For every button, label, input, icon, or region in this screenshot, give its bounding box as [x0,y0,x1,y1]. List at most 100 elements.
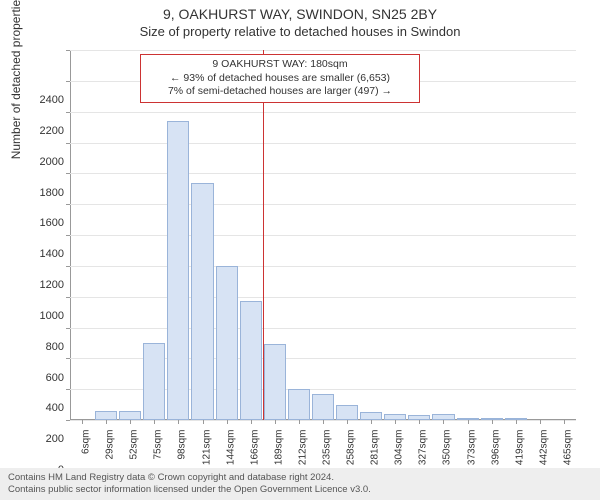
ytick-mark [66,50,70,51]
xtick-label: 396sqm [490,430,501,470]
attribution-footer: Contains HM Land Registry data © Crown c… [0,468,600,500]
xtick-label: 442sqm [538,430,549,470]
ytick-mark [66,389,70,390]
annotation-line1: 9 OAKHURST WAY: 180sqm [147,58,413,72]
histogram-bar [191,183,213,420]
gridline [70,204,576,205]
gridline [70,173,576,174]
xtick-label: 6sqm [81,430,92,470]
ytick-label: 1800 [40,187,64,199]
gridline [70,266,576,267]
ytick-label: 400 [46,402,64,414]
ytick-label: 200 [46,433,64,445]
xtick-label: 29sqm [105,430,116,470]
gridline [70,112,576,113]
xtick-label: 166sqm [249,430,260,470]
ytick-label: 800 [46,341,64,353]
ytick-mark [66,297,70,298]
histogram-bar [216,266,238,420]
xtick-label: 98sqm [177,430,188,470]
xtick-mark [564,420,565,424]
xtick-mark [419,420,420,424]
xtick-mark [178,420,179,424]
xtick-mark [443,420,444,424]
xtick-mark [154,420,155,424]
ytick-label: 2000 [40,156,64,168]
xtick-mark [371,420,372,424]
footer-line2: Contains public sector information licen… [8,484,592,496]
histogram-bar [336,405,358,420]
ytick-mark [66,235,70,236]
ytick-label: 1000 [40,310,64,322]
xtick-label: 327sqm [418,430,429,470]
xtick-label: 350sqm [442,430,453,470]
histogram-bar [264,344,286,420]
y-axis-label: Number of detached properties [9,0,23,159]
xtick-label: 121sqm [201,430,212,470]
xtick-mark [347,420,348,424]
ytick-mark [66,143,70,144]
xtick-label: 373sqm [466,430,477,470]
chart-container: 9, OAKHURST WAY, SWINDON, SN25 2BY Size … [0,0,600,500]
ytick-label: 1600 [40,217,64,229]
xtick-mark [106,420,107,424]
xtick-mark [82,420,83,424]
ytick-mark [66,81,70,82]
xtick-mark [299,420,300,424]
xtick-mark [323,420,324,424]
histogram-bar [288,389,310,420]
ytick-label: 1400 [40,248,64,260]
xtick-mark [203,420,204,424]
histogram-bar [95,411,117,420]
ytick-label: 1200 [40,279,64,291]
xtick-mark [227,420,228,424]
histogram-bar [312,394,334,420]
plot-region: 9 OAKHURST WAY: 180sqm← 93% of detached … [70,50,576,420]
ytick-mark [66,420,70,421]
gridline [70,328,576,329]
ytick-label: 600 [46,372,64,384]
xtick-label: 235sqm [322,430,333,470]
xtick-mark [540,420,541,424]
gridline [70,143,576,144]
gridline [70,297,576,298]
reference-line [263,50,264,420]
xtick-label: 189sqm [273,430,284,470]
xtick-mark [516,420,517,424]
xtick-label: 75sqm [153,430,164,470]
chart-area: 9 OAKHURST WAY: 180sqm← 93% of detached … [70,50,576,420]
ytick-mark [66,328,70,329]
ytick-label: 2400 [40,94,64,106]
footer-line1: Contains HM Land Registry data © Crown c… [8,472,592,484]
xtick-mark [468,420,469,424]
xtick-label: 465sqm [562,430,573,470]
ytick-mark [66,204,70,205]
xtick-label: 281sqm [370,430,381,470]
histogram-bar [360,412,382,420]
chart-subtitle: Size of property relative to detached ho… [0,22,600,39]
histogram-bar [240,301,262,420]
ytick-mark [66,173,70,174]
ytick-mark [66,112,70,113]
ytick-mark [66,358,70,359]
xtick-label: 144sqm [225,430,236,470]
histogram-bar [167,121,189,420]
histogram-bar [119,411,141,420]
xtick-mark [275,420,276,424]
xtick-mark [251,420,252,424]
page-title: 9, OAKHURST WAY, SWINDON, SN25 2BY [0,0,600,22]
histogram-bar [143,343,165,420]
xtick-label: 304sqm [394,430,405,470]
xtick-mark [130,420,131,424]
xtick-label: 52sqm [129,430,140,470]
xtick-label: 419sqm [514,430,525,470]
xtick-label: 212sqm [297,430,308,470]
gridline [70,50,576,51]
ytick-label: 2200 [40,125,64,137]
xtick-mark [492,420,493,424]
annotation-line2: ← 93% of detached houses are smaller (6,… [147,72,413,86]
ytick-mark [66,266,70,267]
annotation-line3: 7% of semi-detached houses are larger (4… [147,85,413,99]
annotation-box: 9 OAKHURST WAY: 180sqm← 93% of detached … [140,54,420,103]
xtick-label: 258sqm [346,430,357,470]
